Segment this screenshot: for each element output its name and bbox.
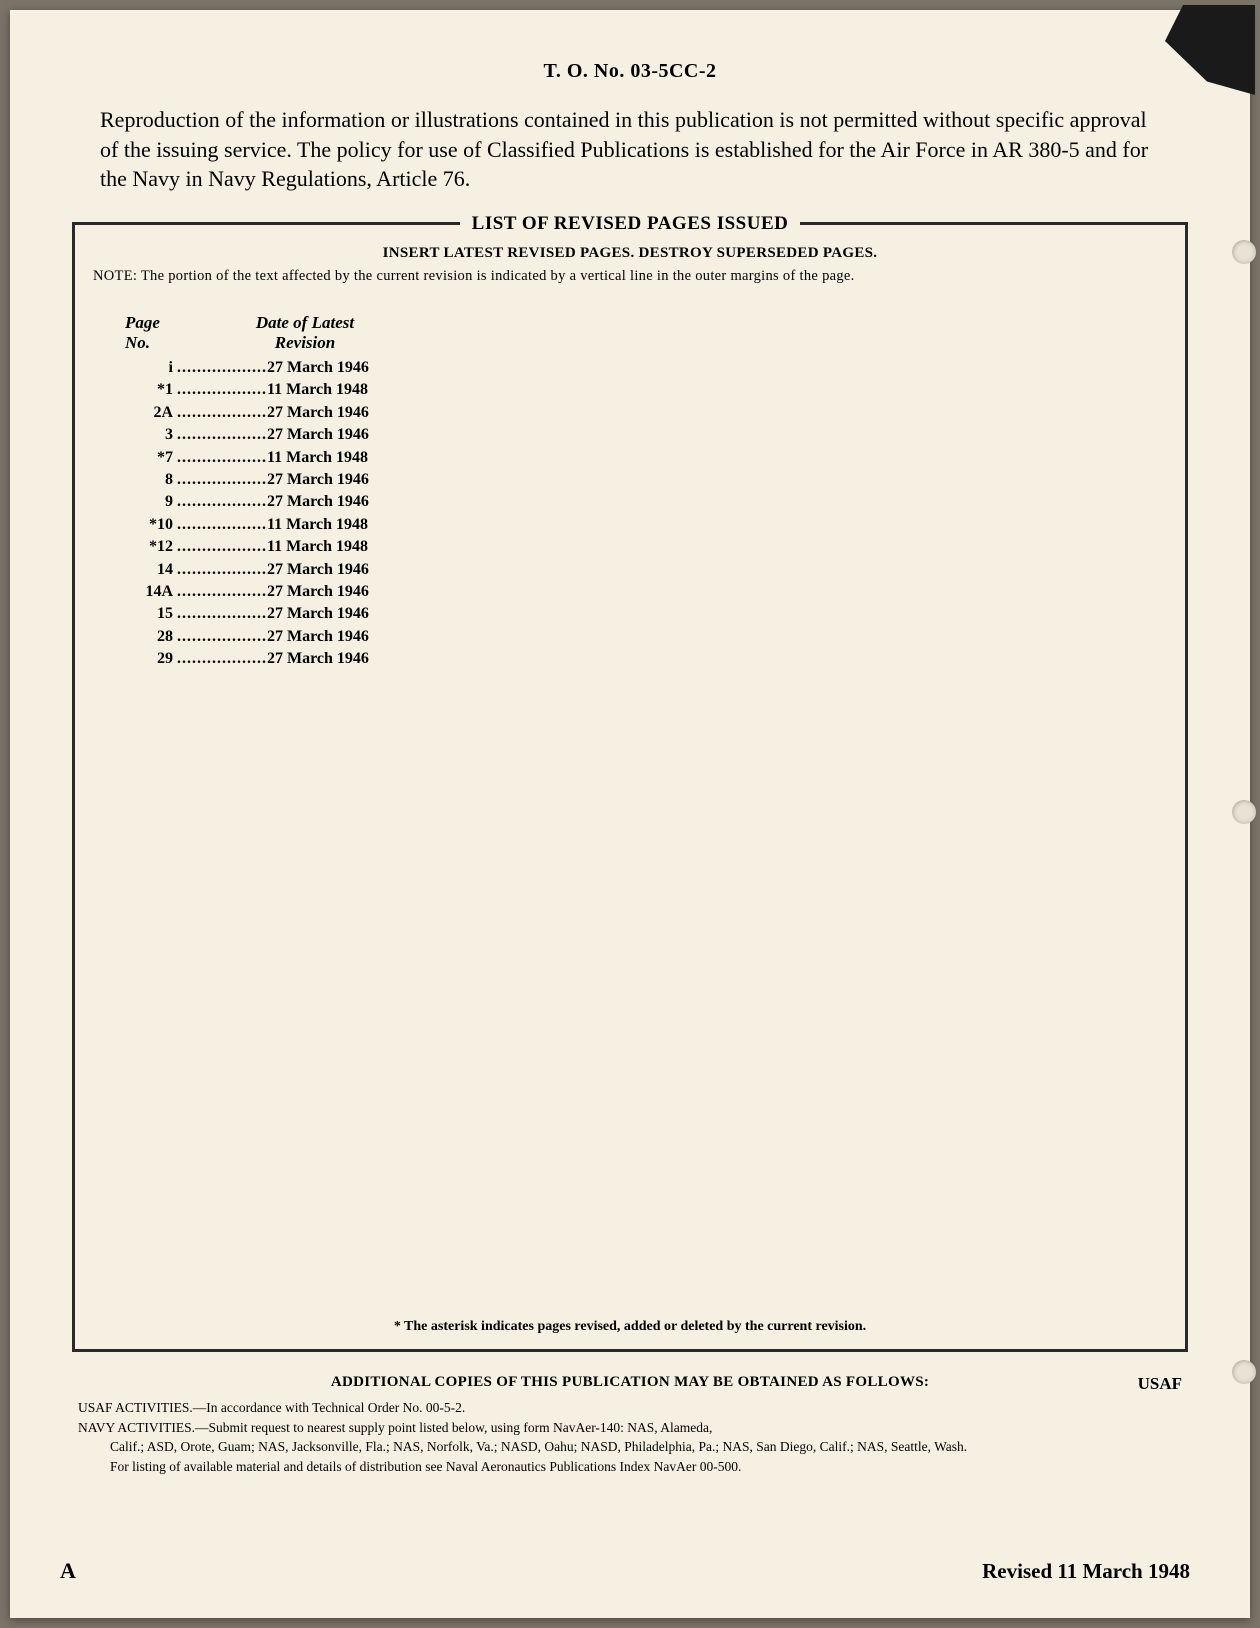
page-no: *7: [125, 447, 177, 469]
page-no: i: [125, 357, 177, 379]
doc-number: T. O. No. 03-5CC-2: [70, 60, 1190, 83]
leader-dots: ........................: [177, 402, 267, 424]
leader-dots: ........................: [177, 469, 267, 491]
revision-date: 11 March 1948: [267, 514, 405, 536]
page-no: *12: [125, 536, 177, 558]
leader-dots: ........................: [177, 581, 267, 603]
revision-date: 27 March 1946: [267, 626, 405, 648]
revisions-table-head: PageNo. Date of LatestRevision: [125, 313, 405, 353]
note-text: The portion of the text affected by the …: [141, 268, 855, 284]
table-row: *7........................11 March 1948: [125, 447, 405, 469]
footer-revised: Revised 11 March 1948: [982, 1559, 1190, 1584]
additional-copies-body: USAF ACTIVITIES.—In accordance with Tech…: [78, 1399, 1182, 1475]
table-row: *1........................11 March 1948: [125, 379, 405, 401]
leader-dots: ........................: [177, 603, 267, 625]
revision-date: 27 March 1946: [267, 581, 405, 603]
punch-hole: [1232, 800, 1256, 824]
revision-date: 27 March 1946: [267, 424, 405, 446]
additional-copies-heading: ADDITIONAL COPIES OF THIS PUBLICATION MA…: [70, 1374, 1190, 1391]
punch-hole: [1232, 240, 1256, 264]
page-no: 15: [125, 603, 177, 625]
document-page: T. O. No. 03-5CC-2 Reproduction of the i…: [10, 10, 1250, 1618]
revisions-box: LIST OF REVISED PAGES ISSUED INSERT LATE…: [72, 222, 1188, 1352]
revision-date: 27 March 1946: [267, 357, 405, 379]
table-row: *10........................11 March 1948: [125, 514, 405, 536]
leader-dots: ........................: [177, 536, 267, 558]
col-date-header: Date of LatestRevision: [185, 313, 405, 353]
page-no: *10: [125, 514, 177, 536]
leader-dots: ........................: [177, 514, 267, 536]
footer-page-letter: A: [60, 1558, 76, 1584]
punch-hole: [1232, 1360, 1256, 1384]
leader-dots: ........................: [177, 424, 267, 446]
table-row: 9........................27 March 1946: [125, 491, 405, 513]
page-no: 14A: [125, 581, 177, 603]
table-row: 28........................27 March 1946: [125, 626, 405, 648]
revisions-table: PageNo. Date of LatestRevision i........…: [125, 313, 405, 670]
page-no: 29: [125, 648, 177, 670]
leader-dots: ........................: [177, 491, 267, 513]
leader-dots: ........................: [177, 379, 267, 401]
leader-dots: ........................: [177, 357, 267, 379]
footer: A Revised 11 March 1948: [60, 1558, 1190, 1584]
revision-date: 27 March 1946: [267, 469, 405, 491]
leader-dots: ........................: [177, 626, 267, 648]
table-row: 8........................27 March 1946: [125, 469, 405, 491]
leader-dots: ........................: [177, 648, 267, 670]
table-row: 29........................27 March 1946: [125, 648, 405, 670]
revision-date: 11 March 1948: [267, 379, 405, 401]
leader-dots: ........................: [177, 559, 267, 581]
revision-date: 11 March 1948: [267, 447, 405, 469]
navy-activities-line1: NAVY ACTIVITIES.—Submit request to neare…: [78, 1419, 1182, 1437]
revision-date: 27 March 1946: [267, 603, 405, 625]
page-no: 28: [125, 626, 177, 648]
table-row: 2A........................27 March 1946: [125, 402, 405, 424]
revisions-instruction: INSERT LATEST REVISED PAGES. DESTROY SUP…: [93, 245, 1167, 262]
table-row: 15........................27 March 1946: [125, 603, 405, 625]
revision-date: 27 March 1946: [267, 491, 405, 513]
revision-date: 27 March 1946: [267, 402, 405, 424]
revision-date: 27 March 1946: [267, 648, 405, 670]
revisions-title-wrap: LIST OF REVISED PAGES ISSUED: [93, 213, 1167, 235]
revisions-rows: i........................27 March 1946*1…: [125, 357, 405, 670]
revisions-note: NOTE: The portion of the text affected b…: [93, 268, 1167, 285]
table-row: *12........................11 March 1948: [125, 536, 405, 558]
col-page-header: PageNo.: [125, 313, 185, 353]
page-no: 9: [125, 491, 177, 513]
additional-copies: USAF ADDITIONAL COPIES OF THIS PUBLICATI…: [70, 1374, 1190, 1475]
table-row: 14A........................27 March 1946: [125, 581, 405, 603]
page-no: 3: [125, 424, 177, 446]
page-no: 8: [125, 469, 177, 491]
table-row: 3........................27 March 1946: [125, 424, 405, 446]
usaf-activities-line: USAF ACTIVITIES.—In accordance with Tech…: [78, 1399, 1182, 1417]
page-no: 2A: [125, 402, 177, 424]
page-no: 14: [125, 559, 177, 581]
navy-activities-line2: Calif.; ASD, Orote, Guam; NAS, Jacksonvi…: [78, 1438, 1182, 1456]
revision-date: 27 March 1946: [267, 559, 405, 581]
page-no: *1: [125, 379, 177, 401]
note-label: NOTE:: [93, 268, 137, 284]
asterisk-note: * The asterisk indicates pages revised, …: [75, 1319, 1185, 1335]
revision-date: 11 March 1948: [267, 536, 405, 558]
intro-paragraph: Reproduction of the information or illus…: [100, 105, 1160, 194]
revisions-title: LIST OF REVISED PAGES ISSUED: [460, 213, 801, 235]
usaf-tag: USAF: [1138, 1374, 1182, 1394]
listing-line: For listing of available material and de…: [78, 1458, 1182, 1476]
table-row: 14........................27 March 1946: [125, 559, 405, 581]
leader-dots: ........................: [177, 447, 267, 469]
table-row: i........................27 March 1946: [125, 357, 405, 379]
